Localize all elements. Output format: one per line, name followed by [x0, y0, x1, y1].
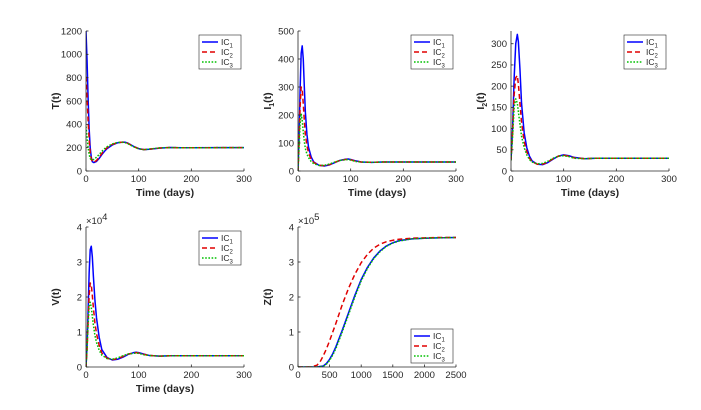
y-tick-label: 1000 [61, 50, 82, 61]
y-axis-label: I2(t) [475, 92, 489, 109]
series-line-ic3 [86, 126, 244, 161]
y-tick-label: 0 [77, 166, 82, 177]
x-tick-label: 0 [295, 370, 300, 381]
series-line-ic2 [298, 86, 456, 171]
y-tick-label: 400 [278, 54, 294, 65]
y-tick-label: 3 [289, 257, 294, 268]
series-line-ic1 [298, 236, 456, 367]
x-axis-label: Time (days) [136, 383, 194, 395]
series-line-ic2 [86, 76, 244, 163]
y-tick-label: 150 [491, 103, 507, 114]
x-tick-label: 0 [83, 370, 88, 381]
x-axis-label: Time (days) [561, 187, 619, 199]
series-line-ic2 [86, 282, 244, 367]
y-tick-label: 2 [77, 292, 82, 303]
y-axis-label: T(t) [50, 93, 62, 110]
x-tick-label: 300 [236, 370, 252, 381]
y-tick-label: 100 [278, 138, 294, 149]
y-tick-label: 4 [77, 222, 82, 233]
y-tick-label: 200 [66, 143, 82, 154]
x-tick-label: 200 [183, 370, 199, 381]
y-tick-label: 1 [77, 327, 82, 338]
x-tick-label: 200 [608, 174, 624, 185]
series-line-ic2 [298, 236, 456, 367]
axis-exponent: ×105 [298, 212, 319, 227]
y-tick-label: 0 [77, 362, 82, 373]
y-tick-label: 400 [66, 120, 82, 131]
x-tick-label: 0 [295, 174, 300, 185]
series-line-ic3 [298, 236, 456, 367]
x-tick-label: 1500 [382, 370, 403, 381]
x-tick-label: 100 [556, 174, 572, 185]
series-line-ic3 [298, 112, 456, 171]
y-tick-label: 800 [66, 73, 82, 84]
y-tick-label: 3 [77, 257, 82, 268]
chart-4: 0 100 200 300 0 1 2 3 4 ×104 Time (days) V(t) IC1IC2… [50, 212, 252, 395]
x-tick-label: 100 [131, 370, 147, 381]
y-tick-label: 1200 [61, 26, 82, 37]
y-tick-label: 0 [289, 362, 294, 373]
y-tick-label: 200 [491, 81, 507, 92]
x-tick-label: 200 [395, 174, 411, 185]
y-tick-label: 2 [289, 292, 294, 303]
y-tick-label: 300 [491, 39, 507, 50]
x-tick-label: 300 [448, 174, 464, 185]
y-tick-label: 4 [289, 222, 294, 233]
x-tick-label: 2000 [414, 370, 435, 381]
x-tick-label: 2500 [445, 370, 466, 381]
chart-5: 0 500 1000 1500 2000 2500 0 1 2 3 4 ×105 Z(t) IC1IC2I… [262, 212, 467, 381]
x-tick-label: 500 [322, 370, 338, 381]
series-line-ic3 [511, 98, 669, 165]
y-tick-label: 600 [66, 96, 82, 107]
y-tick-label: 500 [278, 26, 294, 37]
y-tick-label: 0 [289, 166, 294, 177]
chart-2: 0 100 200 300 0 100 200 300 400 500 Time (days) I1(… [262, 26, 464, 199]
chart-1: 0 100 200 300 0 200 400 600 800 1000 1200 Time (day… [50, 26, 252, 199]
x-tick-label: 100 [343, 174, 359, 185]
x-tick-label: 0 [83, 174, 88, 185]
y-tick-label: 50 [496, 145, 507, 156]
x-tick-label: 300 [236, 174, 252, 185]
y-axis-label: Z(t) [262, 289, 274, 306]
y-tick-label: 0 [502, 166, 507, 177]
y-tick-label: 1 [289, 327, 294, 338]
y-tick-label: 300 [278, 82, 294, 93]
x-tick-label: 100 [131, 174, 147, 185]
x-tick-label: 300 [661, 174, 677, 185]
x-tick-label: 1000 [351, 370, 372, 381]
series-line-ic2 [511, 74, 669, 165]
y-axis-label: I1(t) [262, 92, 276, 109]
series-line-ic3 [86, 301, 244, 367]
x-axis-label: Time (days) [348, 187, 406, 199]
y-tick-label: 100 [491, 124, 507, 135]
y-tick-label: 200 [278, 110, 294, 121]
x-axis-label: Time (days) [136, 187, 194, 199]
chart-3: 0 100 200 300 0 50 100 150 200 250 300 Time (days) I… [475, 31, 677, 199]
x-tick-label: 0 [508, 174, 513, 185]
x-tick-label: 200 [183, 174, 199, 185]
axis-exponent: ×104 [86, 212, 107, 227]
y-tick-label: 250 [491, 60, 507, 71]
legend-box [198, 34, 242, 70]
y-axis-label: V(t) [50, 288, 62, 306]
